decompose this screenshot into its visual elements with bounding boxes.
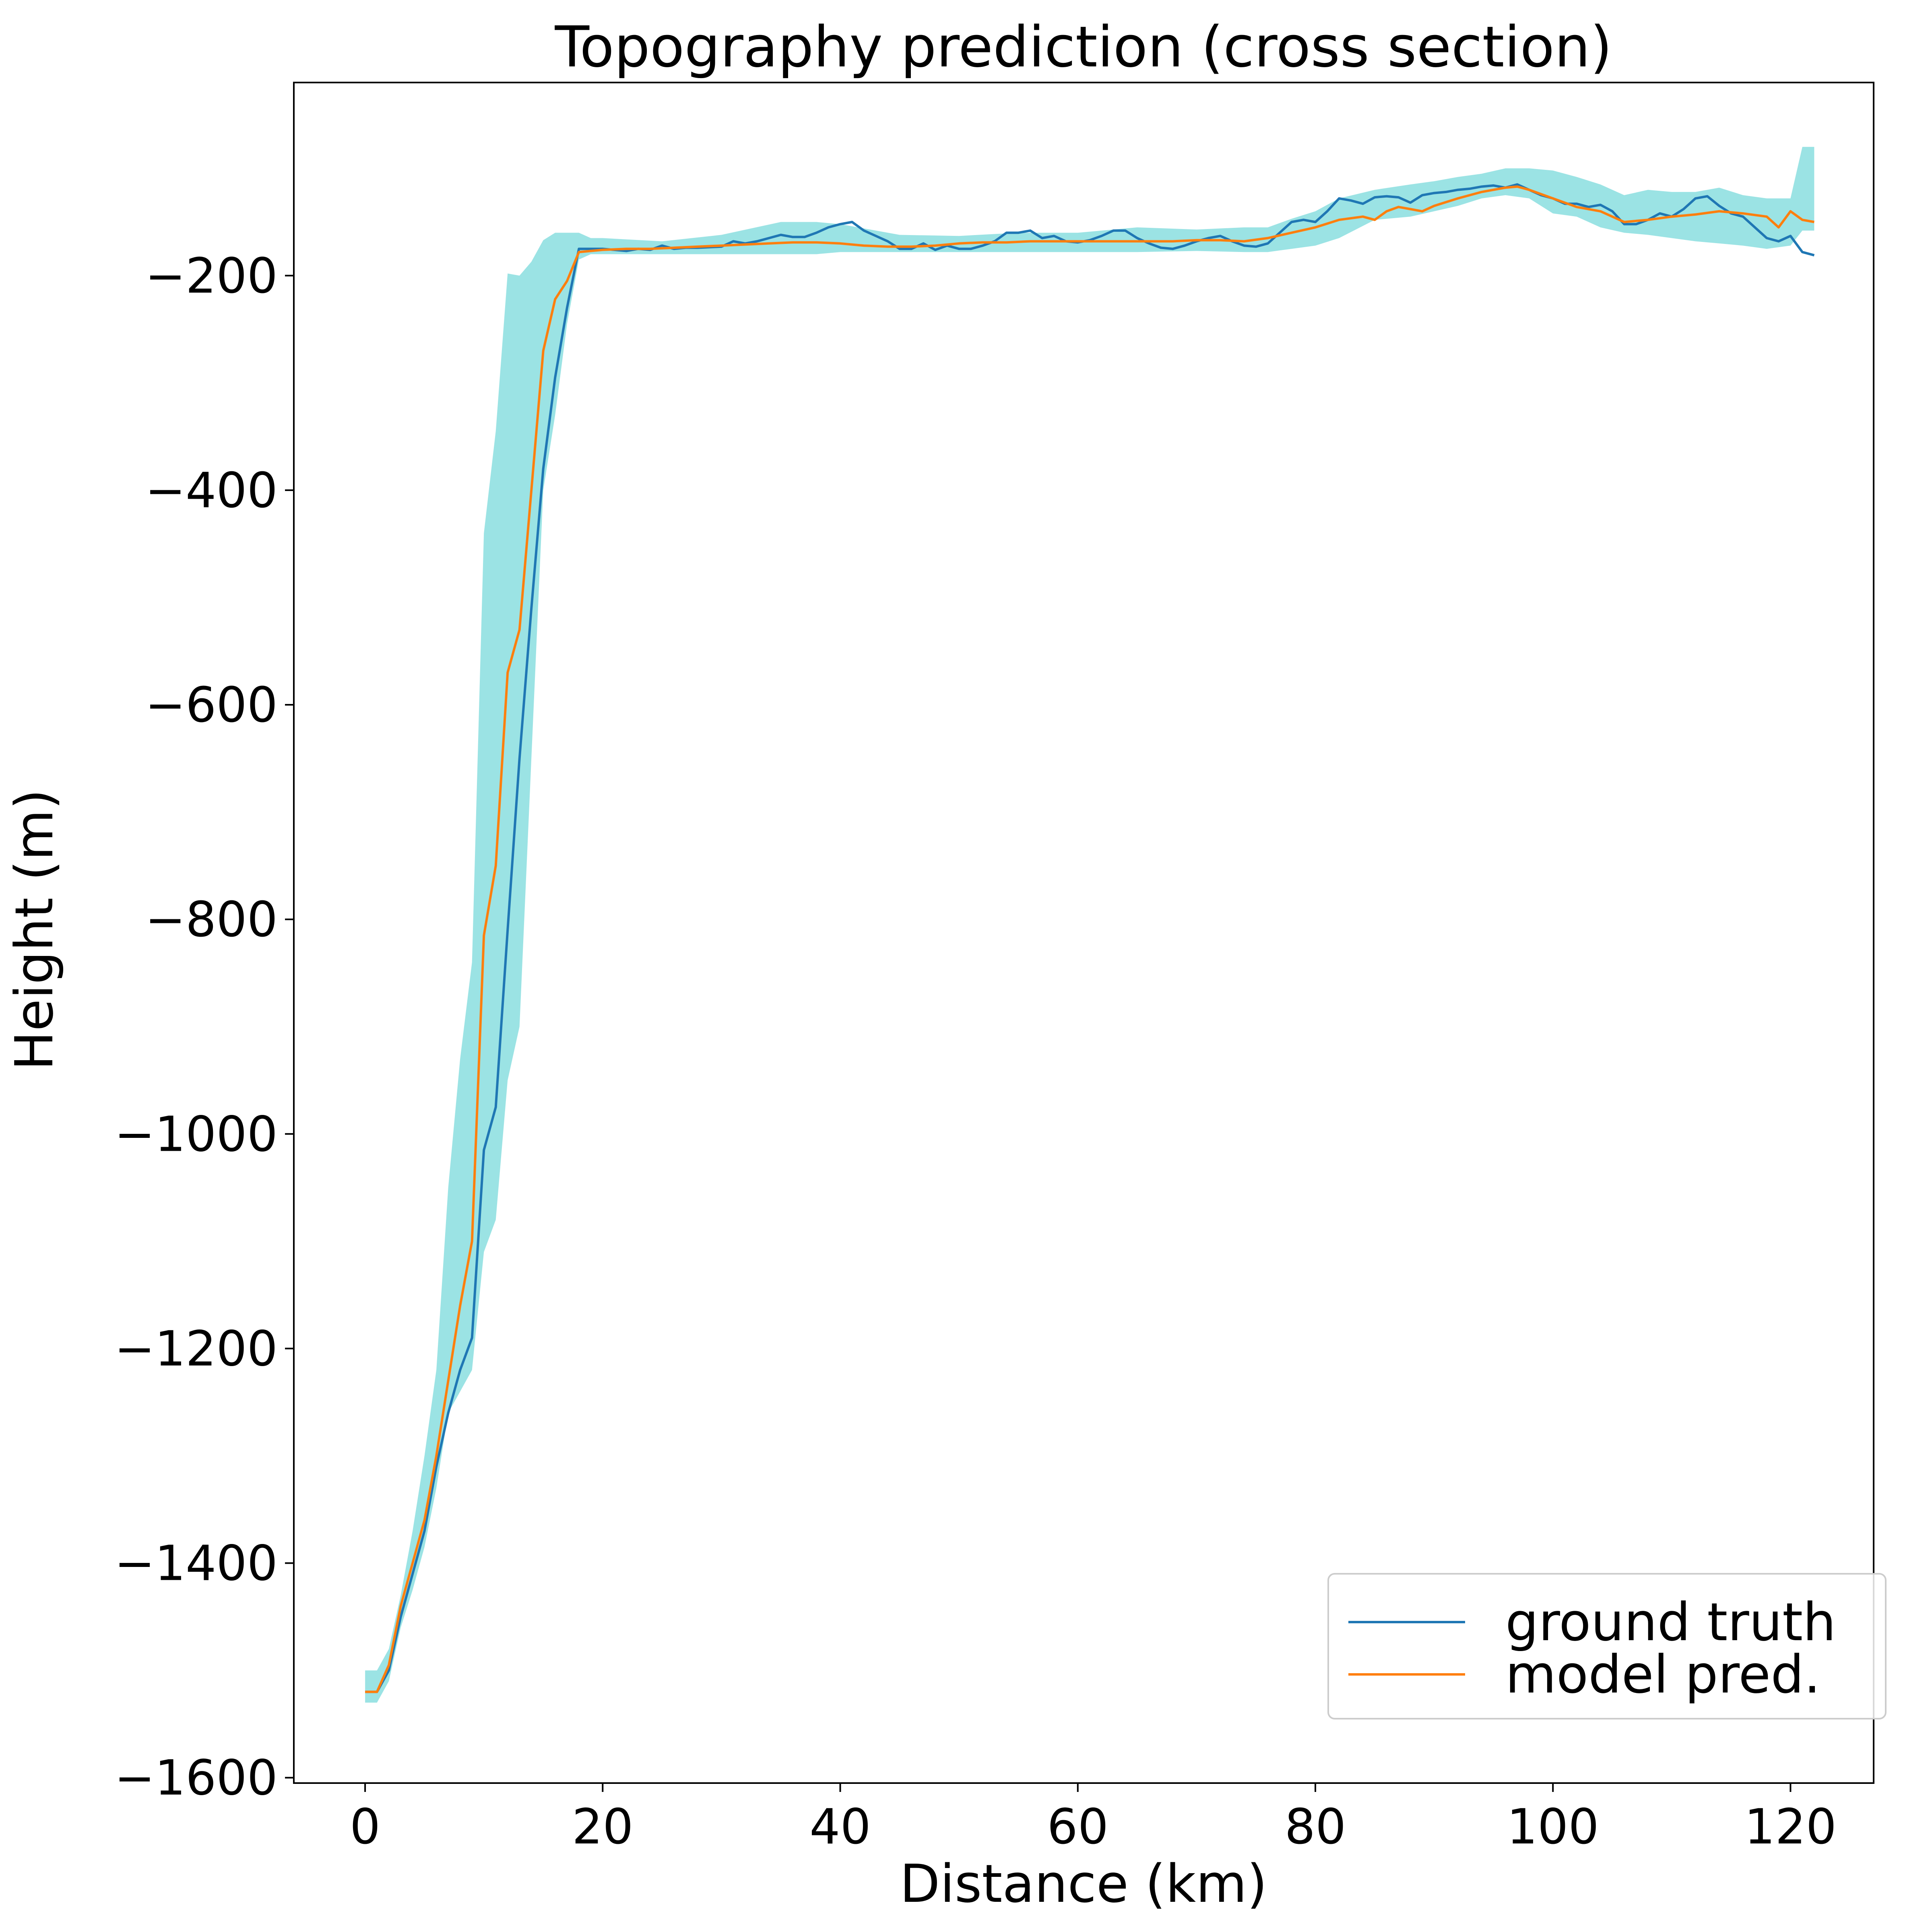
x-tick-label: 60 <box>1047 1799 1108 1855</box>
plot-area-frame <box>293 82 1874 1784</box>
x-tick-label: 40 <box>809 1799 871 1855</box>
x-tick-label: 0 <box>350 1799 380 1855</box>
legend-label-ground-truth: ground truth <box>1505 1591 1836 1653</box>
x-ticks-layer: 0 20 40 60 80 100 120 <box>350 1783 1837 1855</box>
series-line-ground-truth <box>365 183 1815 1693</box>
legend-label-model-pred: model pred. <box>1505 1644 1821 1705</box>
y-tick-label: −1200 <box>114 1321 278 1377</box>
y-tick-label: −800 <box>145 892 278 948</box>
y-tick-label: −1400 <box>114 1536 278 1592</box>
y-tick-label: −600 <box>145 677 278 733</box>
y-ticks-layer: −200 −400 −600 −800 −1000 −1200 −1400 −1600 <box>114 248 294 1806</box>
series-line-model-pred <box>365 185 1814 1693</box>
y-tick-label: −400 <box>145 463 278 519</box>
legend-box <box>1327 1573 1887 1719</box>
x-axis-label: Distance (km) <box>900 1853 1267 1914</box>
y-tick-label: −1000 <box>114 1106 278 1162</box>
x-tick-label: 80 <box>1285 1799 1346 1855</box>
x-tick-label: 120 <box>1744 1799 1837 1855</box>
legend: ground truth model pred. <box>1327 1573 1887 1719</box>
series-lines-layer <box>365 183 1815 1693</box>
y-axis-label: Height (m) <box>4 789 65 1070</box>
x-tick-label: 20 <box>572 1799 634 1855</box>
chart-title: Topography prediction (cross section) <box>555 14 1612 80</box>
x-tick-label: 100 <box>1507 1799 1599 1855</box>
y-tick-label: −1600 <box>114 1750 278 1806</box>
uncertainty-band <box>365 147 1814 1703</box>
uncertainty-band-layer <box>365 147 1814 1703</box>
y-tick-label: −200 <box>145 248 278 304</box>
